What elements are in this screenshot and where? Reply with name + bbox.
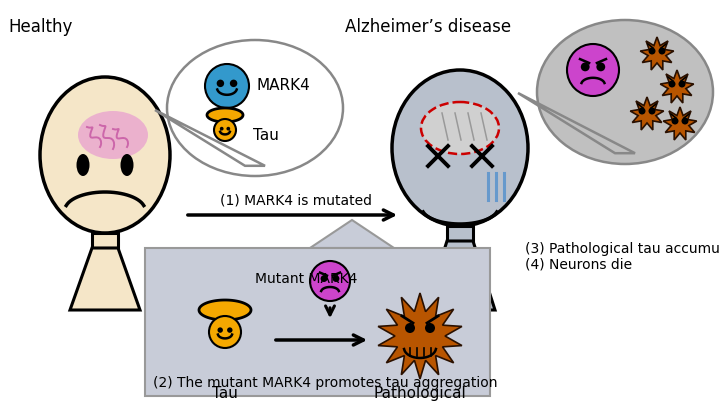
Text: (1) MARK4 is mutated: (1) MARK4 is mutated (220, 194, 372, 208)
Circle shape (649, 107, 655, 115)
Ellipse shape (120, 154, 133, 176)
Text: Pathological
tau: Pathological tau (374, 386, 467, 405)
Circle shape (205, 64, 249, 108)
Circle shape (405, 323, 415, 333)
Circle shape (333, 275, 339, 282)
Text: (3) Pathological tau accumulates: (3) Pathological tau accumulates (525, 242, 720, 256)
Text: (2) The mutant MARK4 promotes tau aggregation: (2) The mutant MARK4 promotes tau aggreg… (153, 376, 498, 390)
Ellipse shape (421, 102, 499, 154)
Circle shape (227, 327, 233, 333)
Polygon shape (425, 241, 495, 310)
Circle shape (649, 47, 655, 55)
Polygon shape (70, 248, 140, 310)
Text: Tau: Tau (212, 386, 238, 401)
Text: (4) Neurons die: (4) Neurons die (525, 258, 632, 272)
Ellipse shape (78, 111, 148, 159)
Circle shape (214, 119, 236, 141)
FancyBboxPatch shape (145, 248, 490, 396)
Circle shape (659, 47, 665, 55)
Circle shape (209, 316, 241, 348)
Text: Alzheimer’s disease: Alzheimer’s disease (345, 18, 511, 36)
Circle shape (230, 80, 238, 87)
Text: MARK4: MARK4 (257, 79, 311, 94)
Circle shape (220, 127, 224, 130)
Circle shape (425, 323, 435, 333)
Circle shape (581, 62, 590, 71)
Circle shape (668, 81, 675, 87)
Circle shape (678, 81, 685, 87)
Ellipse shape (392, 70, 528, 226)
Circle shape (639, 107, 646, 115)
Polygon shape (207, 108, 243, 122)
Circle shape (226, 127, 230, 130)
Polygon shape (155, 110, 265, 166)
Circle shape (320, 275, 328, 282)
Ellipse shape (167, 40, 343, 176)
Ellipse shape (40, 77, 170, 233)
Polygon shape (447, 226, 473, 241)
Polygon shape (310, 220, 394, 248)
Circle shape (672, 117, 678, 124)
Circle shape (567, 44, 619, 96)
Ellipse shape (537, 20, 713, 164)
Text: Healthy: Healthy (8, 18, 73, 36)
Polygon shape (378, 293, 462, 379)
Polygon shape (92, 233, 118, 248)
Circle shape (682, 117, 688, 124)
Circle shape (217, 80, 224, 87)
Ellipse shape (76, 154, 89, 176)
Circle shape (310, 261, 350, 301)
Polygon shape (199, 300, 251, 320)
Text: Mutant MARK4: Mutant MARK4 (255, 272, 357, 286)
Circle shape (217, 327, 223, 333)
Polygon shape (630, 97, 664, 130)
Polygon shape (640, 37, 674, 70)
Polygon shape (663, 107, 697, 140)
Polygon shape (660, 70, 694, 103)
Text: Tau: Tau (253, 128, 279, 143)
Circle shape (596, 62, 606, 71)
Polygon shape (518, 93, 635, 153)
